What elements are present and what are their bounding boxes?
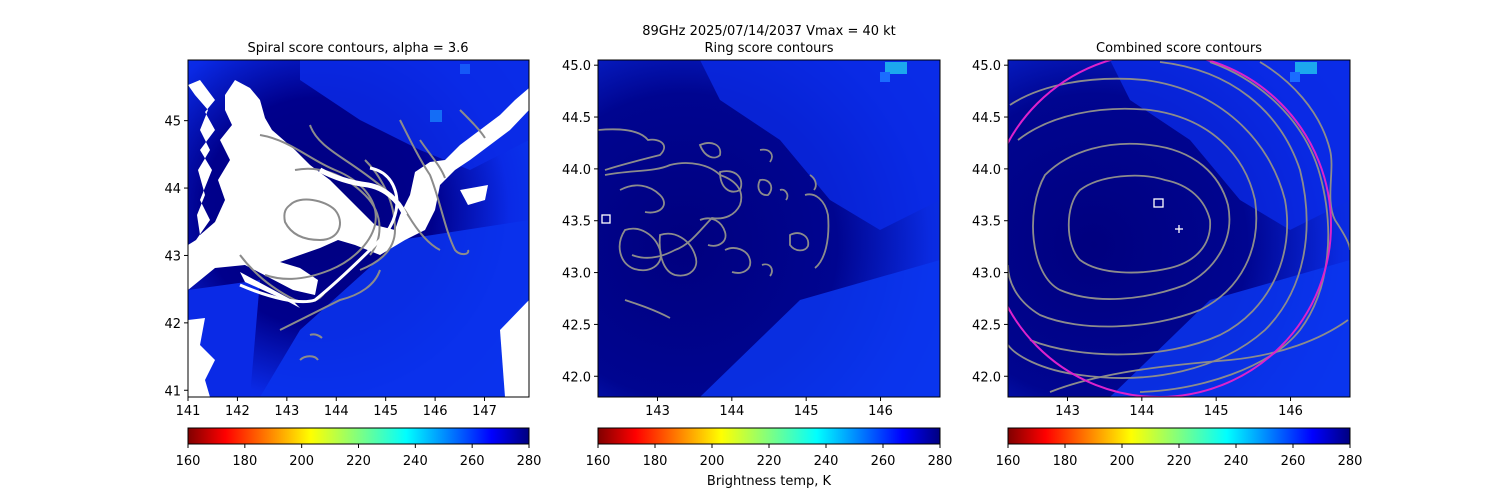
colorbar-tick-label: 200 <box>1110 454 1135 469</box>
x-tick-label: 146 <box>1278 404 1303 419</box>
colorbar-tick-label: 260 <box>1281 454 1306 469</box>
panel-spiral-heatmap <box>188 60 529 397</box>
panel-spiral-axes: 141 142 143 144 145 146 147 41 42 43 44 45 <box>164 115 496 419</box>
colorbar-tick-label: 220 <box>757 454 782 469</box>
panel-combined-colorbar <box>1007 427 1351 445</box>
panel-combined-colorbar-ticks: 160 180 200 220 240 260 280 <box>996 444 1363 469</box>
panel-ring-title: Ring score contours <box>704 41 833 56</box>
panel-spiral-colorbar <box>187 427 530 445</box>
panel-combined-axes: 143 144 145 146 42.0 42.5 43.0 43.5 44.0 44.5 45.0 <box>972 59 1303 419</box>
colorbar-tick-label: 280 <box>517 454 542 469</box>
x-tick-label: 144 <box>1129 404 1154 419</box>
y-tick-label: 43.5 <box>562 215 591 230</box>
x-tick-label: 143 <box>1055 404 1080 419</box>
y-tick-label: 45.0 <box>972 59 1001 74</box>
colorbar-tick-label: 240 <box>403 454 428 469</box>
panel-combined-square-marker <box>1153 198 1164 208</box>
panel-combined-ring-circle <box>1008 60 1332 397</box>
panel-ring-axes: 143 144 145 146 42.0 42.5 43.0 43.5 44.0 44.5 45.0 <box>562 59 893 419</box>
panel-spiral: Spiral score contours, alpha = 3.6 <box>164 41 541 469</box>
x-tick-label: 146 <box>423 404 448 419</box>
colorbar-tick-label: 280 <box>928 454 953 469</box>
x-tick-label: 145 <box>794 404 819 419</box>
y-tick-label: 41 <box>164 384 181 399</box>
colorbar-tick-label: 180 <box>232 454 257 469</box>
panel-ring-colorbar-ticks: 160 180 200 220 240 260 280 <box>586 444 953 469</box>
colorbar-tick-label: 180 <box>643 454 668 469</box>
y-tick-label: 45.0 <box>562 59 591 74</box>
panel-spiral-plus-marker <box>354 225 362 233</box>
y-tick-label: 44.0 <box>562 163 591 178</box>
y-tick-label: 45 <box>164 115 181 130</box>
y-tick-label: 44.5 <box>972 111 1001 126</box>
y-tick-label: 44.0 <box>972 163 1001 178</box>
figure-title: 89GHz 2025/07/14/2037 Vmax = 40 kt <box>642 24 896 39</box>
y-tick-label: 43.5 <box>972 215 1001 230</box>
colorbar-tick-label: 260 <box>460 454 485 469</box>
colorbar-tick-label: 200 <box>289 454 314 469</box>
y-tick-label: 43 <box>164 249 181 264</box>
colorbar-tick-label: 260 <box>871 454 896 469</box>
panel-ring-heatmap <box>598 60 940 397</box>
x-tick-label: 145 <box>1204 404 1229 419</box>
panel-combined-title: Combined score contours <box>1096 41 1262 56</box>
colorbar-tick-label: 240 <box>814 454 839 469</box>
panel-spiral-title: Spiral score contours, alpha = 3.6 <box>247 41 468 56</box>
y-tick-label: 43.0 <box>562 267 591 282</box>
y-tick-label: 42 <box>164 317 181 332</box>
colorbar-tick-label: 160 <box>176 454 201 469</box>
y-tick-label: 42.0 <box>562 370 591 385</box>
colorbar-tick-label: 160 <box>586 454 611 469</box>
y-tick-label: 44.5 <box>562 111 591 126</box>
x-tick-label: 141 <box>176 404 201 419</box>
panel-ring-square-marker <box>601 214 611 224</box>
colorbar-tick-label: 200 <box>700 454 725 469</box>
panel-combined-plus-marker <box>1175 225 1183 233</box>
panel-combined: Combined score contours <box>972 41 1362 469</box>
y-tick-label: 42.5 <box>562 318 591 333</box>
x-tick-label: 146 <box>868 404 893 419</box>
y-tick-label: 44 <box>164 182 181 197</box>
panel-spiral-colorbar-ticks: 160 180 200 220 240 260 280 <box>176 444 542 469</box>
x-tick-label: 147 <box>472 404 497 419</box>
x-tick-label: 142 <box>225 404 250 419</box>
colorbar-tick-label: 280 <box>1338 454 1363 469</box>
colorbar-tick-label: 160 <box>996 454 1021 469</box>
y-tick-label: 42.0 <box>972 370 1001 385</box>
x-tick-label: 143 <box>645 404 670 419</box>
y-tick-label: 43.0 <box>972 267 1001 282</box>
colorbar-tick-label: 220 <box>1167 454 1192 469</box>
y-tick-label: 42.5 <box>972 318 1001 333</box>
panel-combined-heatmap <box>1008 60 1350 397</box>
panel-ring-colorbar <box>597 427 941 445</box>
colorbar-label: Brightness temp, K <box>707 474 832 489</box>
x-tick-label: 143 <box>274 404 299 419</box>
x-tick-label: 144 <box>324 404 349 419</box>
x-tick-label: 144 <box>719 404 744 419</box>
panel-ring: Ring score contours <box>562 41 952 489</box>
colorbar-tick-label: 240 <box>1224 454 1249 469</box>
colorbar-tick-label: 220 <box>346 454 371 469</box>
x-tick-label: 145 <box>373 404 398 419</box>
colorbar-tick-label: 180 <box>1053 454 1078 469</box>
